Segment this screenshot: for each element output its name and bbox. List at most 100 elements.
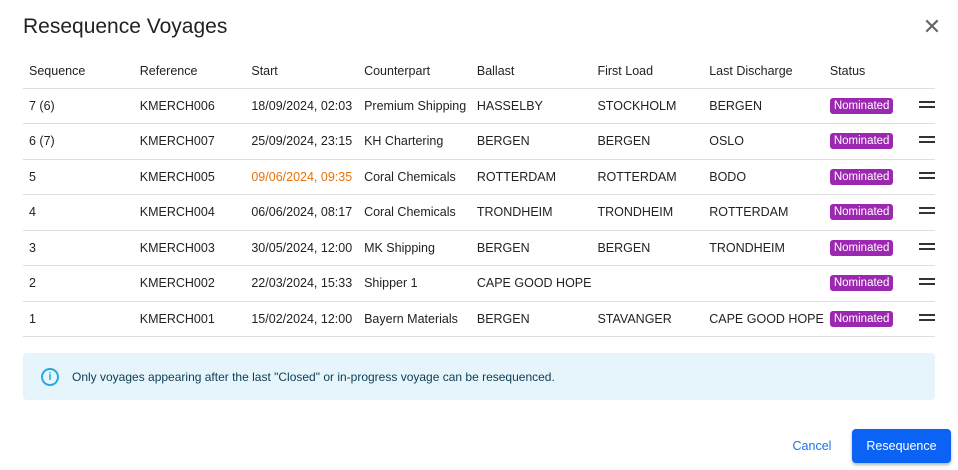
- cell-last-discharge: BODO: [703, 159, 824, 195]
- cell-status: Nominated: [823, 301, 913, 337]
- status-badge: Nominated: [829, 168, 894, 185]
- dialog-title: Resequence Voyages: [23, 15, 228, 38]
- cell-first-load: STOCKHOLM: [591, 88, 704, 124]
- info-icon: i: [41, 367, 59, 386]
- table-row[interactable]: 5 KMERCH005 09/06/2024, 09:35 Coral Chemica…: [23, 159, 935, 195]
- cell-drag: [913, 265, 935, 302]
- table-row[interactable]: 2 KMERCH002 22/03/2024, 15:33 Shipper 1 CAPE…: [23, 265, 935, 302]
- cell-drag: [913, 301, 935, 337]
- cell-reference: KMERCH005: [133, 159, 246, 195]
- cell-status: Nominated: [823, 123, 913, 160]
- cell-status: Nominated: [823, 265, 913, 302]
- cell-last-discharge: ROTTERDAM: [703, 194, 824, 231]
- col-first-load: First Load: [591, 55, 704, 89]
- cell-last-discharge: CAPE GOOD HOPE: [703, 301, 824, 337]
- drag-handle-icon[interactable]: [919, 169, 935, 182]
- table-row[interactable]: 3 KMERCH003 30/05/2024, 12:00 MK Shipping BE…: [23, 230, 935, 266]
- col-reference: Reference: [133, 55, 246, 89]
- cell-sequence: 2: [23, 265, 134, 302]
- close-icon[interactable]: ✕: [922, 14, 942, 39]
- cell-status: Nominated: [823, 159, 913, 195]
- cell-drag: [913, 230, 935, 266]
- col-ballast: Ballast: [470, 55, 592, 89]
- col-sequence: Sequence: [23, 55, 134, 89]
- cell-reference: KMERCH003: [133, 230, 246, 266]
- cell-start: 18/09/2024, 02:03: [245, 88, 359, 124]
- cell-sequence: 5: [23, 159, 134, 195]
- cell-sequence: 7 (6): [23, 88, 134, 124]
- cell-sequence: 1: [23, 301, 134, 337]
- cell-drag: [913, 123, 935, 160]
- cell-status: Nominated: [823, 88, 913, 124]
- col-drag: [913, 55, 935, 89]
- cell-reference: KMERCH004: [133, 194, 246, 231]
- cell-first-load: BERGEN: [591, 230, 704, 266]
- cell-ballast: TRONDHEIM: [470, 194, 592, 231]
- cell-first-load: STAVANGER: [591, 301, 704, 337]
- voyages-table: Sequence Reference Start Counterpart Bal…: [23, 55, 935, 337]
- cell-sequence: 4: [23, 194, 134, 231]
- cell-start: 09/06/2024, 09:35: [245, 159, 359, 195]
- cell-counterpart: Coral Chemicals: [358, 159, 471, 195]
- cell-status: Nominated: [823, 194, 913, 231]
- cell-counterpart: Premium Shipping: [358, 88, 471, 124]
- resequence-button[interactable]: Resequence: [852, 429, 951, 463]
- cell-sequence: 3: [23, 230, 134, 266]
- cell-counterpart: Bayern Materials: [358, 301, 471, 337]
- status-badge: Nominated: [829, 133, 894, 150]
- cell-status: Nominated: [823, 230, 913, 266]
- cell-last-discharge: [703, 265, 824, 302]
- col-counterpart: Counterpart: [358, 55, 471, 89]
- cell-first-load: BERGEN: [591, 123, 704, 160]
- col-status: Status: [823, 55, 913, 89]
- cell-first-load: [591, 265, 704, 302]
- cell-reference: KMERCH002: [133, 265, 246, 302]
- cell-counterpart: Shipper 1: [358, 265, 471, 302]
- table-header: Sequence Reference Start Counterpart Bal…: [23, 55, 935, 89]
- cell-start: 30/05/2024, 12:00: [245, 230, 359, 266]
- cell-reference: KMERCH007: [133, 123, 246, 160]
- cell-first-load: ROTTERDAM: [591, 159, 704, 195]
- cell-counterpart: Coral Chemicals: [358, 194, 471, 231]
- table-row[interactable]: 6 (7) KMERCH007 25/09/2024, 23:15 KH Charte…: [23, 123, 935, 160]
- cell-ballast: BERGEN: [470, 301, 592, 337]
- col-last-discharge: Last Discharge: [703, 55, 824, 89]
- cell-start: 25/09/2024, 23:15: [245, 123, 359, 160]
- cell-first-load: TRONDHEIM: [591, 194, 704, 231]
- status-badge: Nominated: [829, 239, 894, 256]
- cell-counterpart: KH Chartering: [358, 123, 471, 160]
- cell-start: 06/06/2024, 08:17: [245, 194, 359, 231]
- cell-reference: KMERCH001: [133, 301, 246, 337]
- cell-last-discharge: BERGEN: [703, 88, 824, 124]
- status-badge: Nominated: [829, 275, 894, 292]
- cell-last-discharge: TRONDHEIM: [703, 230, 824, 266]
- cancel-button[interactable]: Cancel: [782, 430, 842, 462]
- cell-start: 15/02/2024, 12:00: [245, 301, 359, 337]
- status-badge: Nominated: [829, 97, 894, 114]
- drag-handle-icon[interactable]: [919, 275, 935, 288]
- cell-ballast: BERGEN: [470, 123, 592, 160]
- drag-handle-icon[interactable]: [919, 133, 935, 146]
- drag-handle-icon[interactable]: [919, 98, 935, 111]
- info-text: Only voyages appearing after the last "C…: [72, 369, 555, 384]
- table-row[interactable]: 7 (6) KMERCH006 18/09/2024, 02:03 Premium S…: [23, 88, 935, 124]
- col-start: Start: [245, 55, 359, 89]
- drag-handle-icon[interactable]: [919, 204, 935, 217]
- cell-sequence: 6 (7): [23, 123, 134, 160]
- cell-reference: KMERCH006: [133, 88, 246, 124]
- cell-last-discharge: OSLO: [703, 123, 824, 160]
- drag-handle-icon[interactable]: [919, 311, 935, 324]
- cell-start: 22/03/2024, 15:33: [245, 265, 359, 302]
- cell-drag: [913, 88, 935, 124]
- cell-ballast: CAPE GOOD HOPE: [470, 265, 592, 302]
- cell-ballast: BERGEN: [470, 230, 592, 266]
- cell-drag: [913, 159, 935, 195]
- table-row[interactable]: 1 KMERCH001 15/02/2024, 12:00 Bayern Materi…: [23, 301, 935, 337]
- info-banner: i Only voyages appearing after the last …: [23, 353, 935, 400]
- status-badge: Nominated: [829, 204, 894, 221]
- cell-drag: [913, 194, 935, 231]
- cell-counterpart: MK Shipping: [358, 230, 471, 266]
- drag-handle-icon[interactable]: [919, 240, 935, 253]
- table-row[interactable]: 4 KMERCH004 06/06/2024, 08:17 Coral Chemica…: [23, 194, 935, 231]
- cell-ballast: HASSELBY: [470, 88, 592, 124]
